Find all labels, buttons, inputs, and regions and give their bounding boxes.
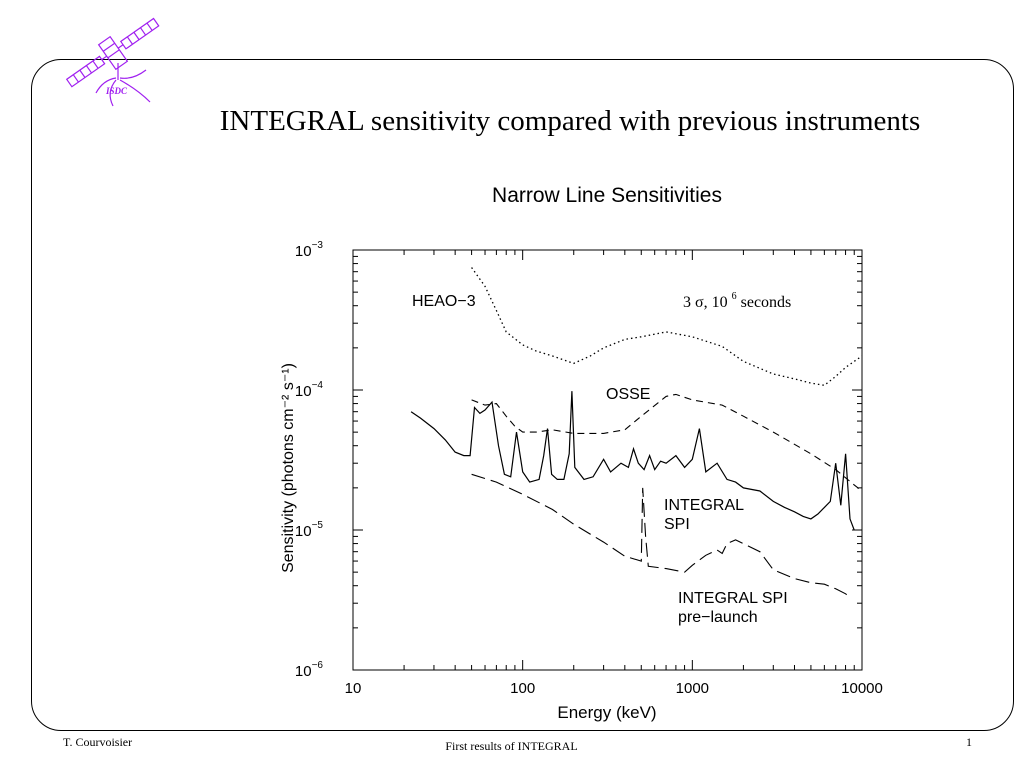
plot-area bbox=[352, 249, 863, 671]
series-label: SPI bbox=[664, 516, 690, 533]
page-number: 1 bbox=[966, 735, 972, 749]
y-tick-mantissa: 10 bbox=[295, 243, 312, 260]
y-tick-label: 10−4 bbox=[295, 380, 324, 400]
footer-author: T. Courvoisier bbox=[63, 735, 133, 749]
y-tick-label: 10−6 bbox=[295, 660, 324, 680]
series-label: pre−launch bbox=[678, 609, 758, 626]
series-label: OSSE bbox=[606, 386, 650, 403]
series-line-0 bbox=[471, 267, 863, 386]
logo-text: ISDC bbox=[105, 86, 128, 96]
y-tick-exponent: −6 bbox=[312, 660, 324, 671]
series-label: HEAO−3 bbox=[412, 293, 476, 310]
y-tick-exponent: −4 bbox=[312, 380, 324, 391]
y-tick-exponent: −5 bbox=[312, 520, 324, 531]
arrow-left-icon bbox=[95, 77, 117, 94]
y-tick-mantissa: 10 bbox=[295, 383, 312, 400]
series-line-2 bbox=[410, 391, 855, 531]
series-label: INTEGRAL bbox=[664, 497, 744, 514]
y-tick-label: 10−5 bbox=[295, 520, 324, 540]
annotation-sigma: 3 σ, 10 bbox=[683, 294, 728, 311]
solar-panel-left-icon bbox=[65, 55, 106, 88]
series-line-1 bbox=[471, 393, 863, 492]
satellite-body-icon bbox=[97, 35, 129, 71]
x-tick-label: 1000 bbox=[676, 680, 709, 697]
x-axis-label: Energy (keV) bbox=[557, 703, 656, 722]
footer-title: First results of INTEGRAL bbox=[445, 739, 578, 753]
y-tick-label: 10−3 bbox=[295, 240, 324, 260]
significance-annotation: 3 σ, 10 6 seconds bbox=[683, 286, 791, 311]
chart-title: Narrow Line Sensitivities bbox=[492, 184, 722, 207]
y-tick-mantissa: 10 bbox=[295, 523, 312, 540]
x-tick-label: 10000 bbox=[841, 680, 883, 697]
series-label: INTEGRAL SPI bbox=[678, 590, 788, 607]
isdc-satellite-logo: ISDC bbox=[65, 17, 160, 107]
x-tick-label: 100 bbox=[510, 680, 535, 697]
y-tick-mantissa: 10 bbox=[295, 663, 312, 680]
slide-title: INTEGRAL sensitivity compared with previ… bbox=[219, 105, 921, 137]
annotation-suffix: seconds bbox=[741, 294, 792, 311]
annotation-exponent: 6 bbox=[732, 291, 737, 302]
slide-frame bbox=[31, 59, 1014, 731]
series-line-3 bbox=[471, 473, 851, 598]
x-tick-label: 10 bbox=[345, 680, 362, 697]
y-axis-label: Sensitivity (photons cm⁻² s⁻¹) bbox=[280, 363, 297, 573]
y-tick-exponent: −3 bbox=[312, 240, 324, 251]
